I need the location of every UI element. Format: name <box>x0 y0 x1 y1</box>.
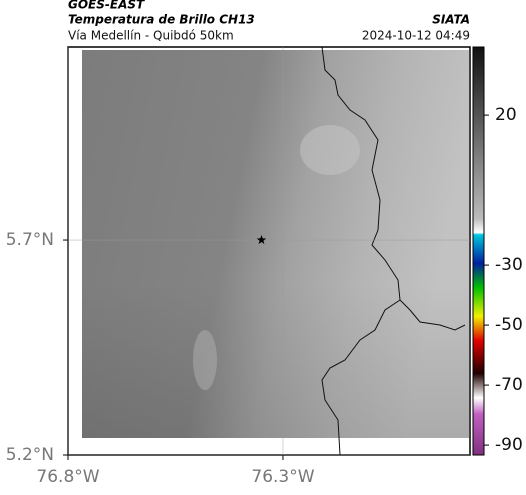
source: SIATA <box>432 13 470 27</box>
route: Vía Medellín - Quibdó 50km <box>68 29 234 43</box>
title: GOES-EAST <box>68 0 145 12</box>
y-tick-label: 5.2°N <box>6 445 54 465</box>
cloud <box>300 125 360 175</box>
colorbar <box>472 46 485 456</box>
colorbar-tick-label: -30 <box>495 255 523 275</box>
location-marker <box>256 235 267 245</box>
cloud <box>193 330 217 390</box>
y-tick-label: 5.7°N <box>6 230 54 250</box>
colorbar-tick-label: 20 <box>495 105 517 125</box>
x-tick-label: 76.3°W <box>251 467 314 487</box>
image-shade <box>82 50 469 438</box>
colorbar-tick-label: -90 <box>495 435 523 455</box>
subtitle: Temperatura de Brillo CH13 <box>68 13 255 27</box>
colorbar-tick-label: -70 <box>495 375 523 395</box>
timestamp: 2024-10-12 04:49 <box>362 29 470 43</box>
x-tick-label: 76.8°W <box>36 467 99 487</box>
colorbar-tick-label: -50 <box>495 315 523 335</box>
border <box>321 46 466 456</box>
